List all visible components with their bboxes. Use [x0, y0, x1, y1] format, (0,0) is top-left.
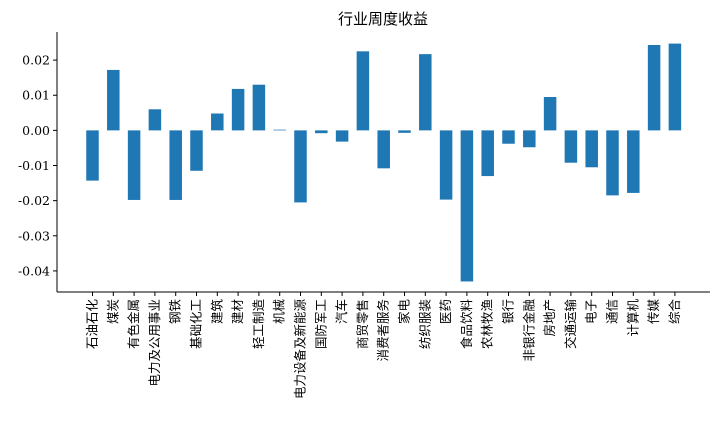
x-tick-label-8: 轻工制造 [251, 299, 266, 350]
bar-6 [211, 113, 224, 131]
x-tick-label-19: 农林牧渔 [480, 299, 495, 349]
bar-21 [523, 130, 536, 148]
bar-24 [585, 130, 598, 168]
bar-5 [190, 130, 203, 171]
bar-28 [668, 43, 682, 131]
bar-1 [107, 69, 120, 131]
bar-12 [335, 130, 349, 142]
bar-16 [419, 54, 432, 131]
x-tick-label-6: 建筑 [209, 299, 224, 325]
x-tick-label-25: 通信 [605, 299, 620, 324]
y-tick-label-3: -0.01 [18, 158, 50, 173]
bars-group [86, 43, 682, 282]
x-tick-label-7: 建材 [230, 299, 245, 324]
bar-26 [627, 130, 640, 193]
x-tick-label-14: 消费者服务 [376, 299, 391, 362]
x-tick-label-21: 非银行金融 [521, 299, 536, 362]
x-tick-label-18: 食品饮料 [459, 299, 474, 350]
bar-11 [315, 130, 328, 134]
y-tick-label-2: -0.02 [18, 193, 50, 208]
bar-9 [273, 129, 286, 131]
bar-10 [294, 130, 307, 203]
x-tick-label-5: 基础化工 [189, 299, 204, 349]
x-axis: 石油石化 煤炭 有色金属 电力及公用事业 钢铁 基础化工 建筑 建材 轻工制造 机械 电力设备及新能… [57, 291, 710, 400]
bar-27 [647, 45, 661, 131]
bar-7 [231, 88, 245, 131]
bar-20 [502, 130, 515, 144]
x-tick-label-13: 商贸零售 [355, 299, 370, 349]
y-tick-label-5: 0.01 [22, 88, 50, 103]
x-tick-label-23: 交通运输 [563, 299, 578, 350]
x-tick-label-26: 计算机 [625, 299, 640, 337]
y-tick-label-4: 0.00 [22, 123, 50, 138]
bar-8 [252, 84, 266, 131]
bar-19 [481, 130, 494, 177]
y-tick-label-0: -0.04 [18, 263, 50, 278]
x-tick-label-9: 机械 [272, 299, 287, 325]
y-axis: -0.04 -0.03 -0.02 -0.01 0.00 0.01 0.02 [18, 32, 58, 292]
x-tick-label-1: 煤炭 [105, 299, 120, 324]
y-tick-label-6: 0.02 [22, 53, 50, 68]
bar-3 [148, 109, 162, 131]
bar-14 [377, 130, 390, 169]
x-tick-label-2: 有色金属 [126, 299, 141, 349]
bar-4 [169, 130, 182, 200]
x-tick-label-28: 综合 [667, 299, 682, 325]
x-tick-label-27: 传媒 [646, 299, 661, 325]
bar-25 [606, 130, 619, 196]
y-tick-label-1: -0.03 [18, 228, 50, 243]
x-tick-label-24: 电子 [584, 299, 599, 324]
x-tick-label-17: 医药 [438, 299, 453, 324]
bar-22 [543, 97, 557, 131]
x-tick-label-16: 纺织服装 [417, 299, 432, 349]
bar-23 [564, 130, 578, 163]
bar-13 [356, 51, 370, 131]
x-tick-label-10: 电力设备及新能源 [293, 299, 308, 400]
x-tick-label-22: 房地产 [542, 299, 557, 337]
bar-18 [460, 130, 474, 282]
bar-15 [398, 130, 411, 133]
bar-17 [439, 130, 453, 200]
bar-0 [86, 130, 99, 181]
x-tick-label-12: 汽车 [334, 299, 349, 324]
x-tick-label-15: 家电 [397, 299, 412, 325]
chart-title: 行业周度收益 [338, 10, 428, 28]
x-tick-label-20: 银行 [501, 299, 516, 324]
x-tick-label-4: 钢铁 [168, 299, 183, 325]
x-tick-label-3: 电力及公用事业 [147, 299, 162, 387]
bar-2 [127, 130, 141, 200]
x-tick-label-0: 石油石化 [85, 299, 100, 350]
x-tick-label-11: 国防军工 [313, 299, 328, 349]
